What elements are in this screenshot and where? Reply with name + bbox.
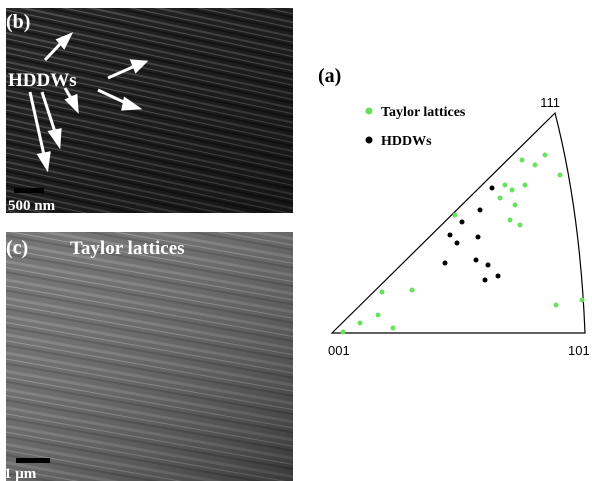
hddw-points — [443, 186, 501, 283]
scale-bar — [16, 458, 50, 463]
legend-label: HDDWs — [381, 134, 432, 149]
figure: (b) HDDWs 500 nm (c) Taylor lattices 1 μ… — [0, 0, 592, 481]
panel-c: (c) Taylor lattices 1 μm — [4, 232, 293, 481]
stereographic-triangle — [332, 113, 585, 333]
panel-label: (b) — [6, 11, 30, 33]
annotation: Taylor lattices — [70, 238, 185, 259]
panel-a: (a) Taylor lattices HDDWs 111 001 101 — [318, 65, 590, 358]
scale-bar — [14, 188, 44, 193]
panel-label: (c) — [6, 237, 28, 259]
legend-marker — [366, 137, 373, 144]
legend-label: Taylor lattices — [381, 105, 466, 120]
taylor-points — [341, 153, 585, 335]
panel-label: (a) — [318, 65, 341, 87]
scale-label: 1 μm — [4, 466, 37, 481]
corner-label: 001 — [328, 343, 350, 358]
corner-label: 101 — [568, 343, 590, 358]
legend-marker — [366, 108, 373, 115]
scale-label: 500 nm — [8, 198, 56, 214]
corner-label: 111 — [540, 95, 560, 110]
panel-b: (b) HDDWs 500 nm — [6, 8, 293, 214]
shading — [6, 232, 293, 481]
